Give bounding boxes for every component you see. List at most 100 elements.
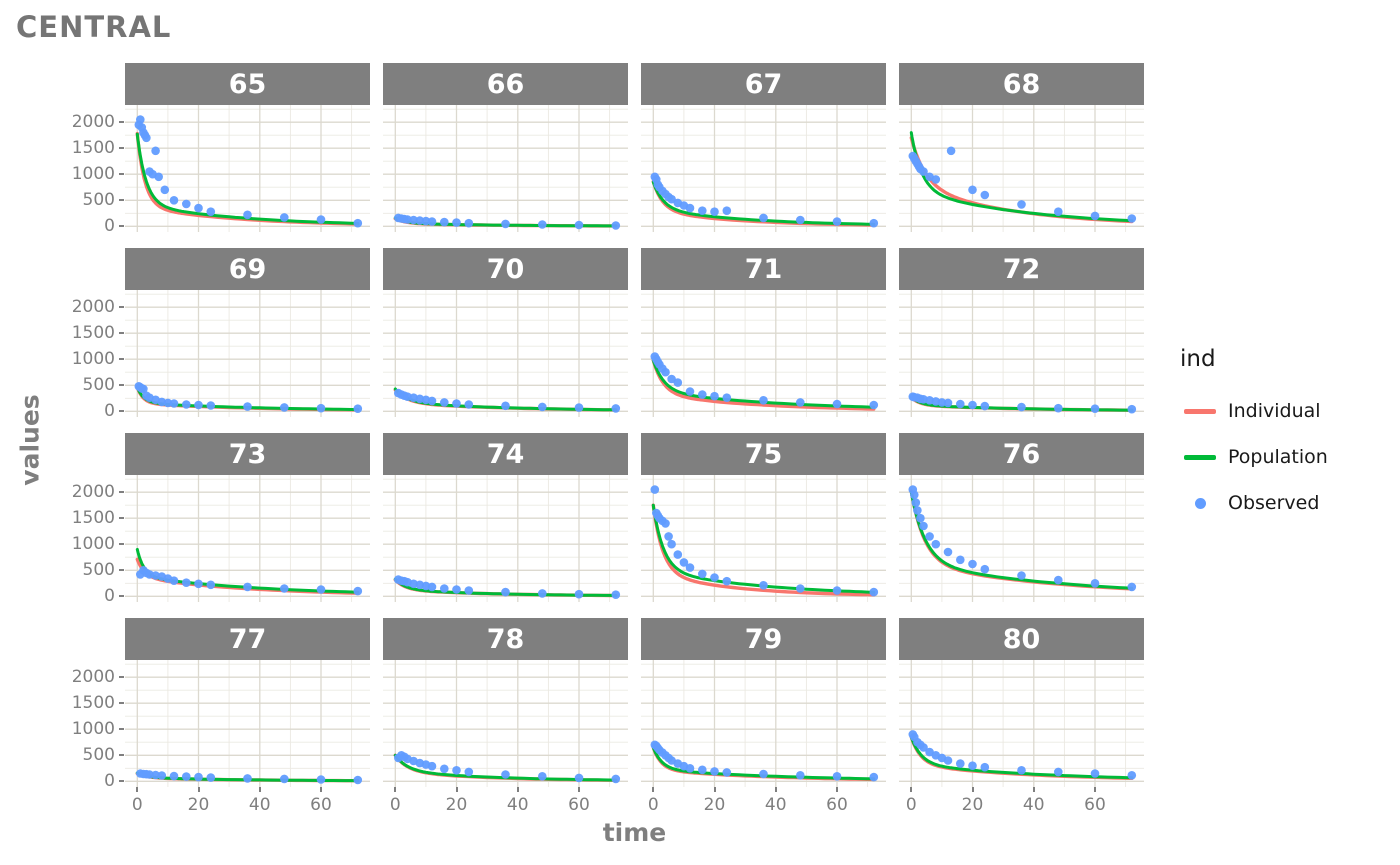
facet-strip-label: 71 bbox=[744, 253, 783, 285]
y-tick-label: 2000 bbox=[71, 112, 115, 133]
y-tick-label: 500 bbox=[82, 190, 115, 211]
facet: 75 bbox=[641, 433, 886, 602]
x-tick-mark bbox=[836, 787, 838, 792]
y-tick-mark bbox=[119, 225, 124, 228]
facet-plot bbox=[383, 475, 628, 602]
individual-line-swatch bbox=[1184, 408, 1216, 414]
x-tick-mark bbox=[197, 787, 200, 792]
legend-title: ind bbox=[1180, 346, 1216, 372]
x-axis-title: time bbox=[602, 818, 667, 847]
x-tick-mark bbox=[910, 787, 913, 792]
facet: 71 bbox=[641, 248, 886, 417]
facet-strip: 69 bbox=[125, 248, 370, 290]
facet: 77 bbox=[125, 618, 370, 787]
facet-strip: 80 bbox=[899, 618, 1144, 660]
y-tick-mark bbox=[119, 754, 124, 757]
y-tick-label: 2000 bbox=[71, 667, 115, 688]
facet-strip-label: 73 bbox=[228, 438, 267, 470]
facet: 70 bbox=[383, 248, 628, 417]
facet-plot bbox=[125, 475, 370, 602]
observed-point-swatch bbox=[1194, 497, 1206, 509]
y-tick-mark bbox=[119, 147, 124, 150]
y-tick-label: 500 bbox=[82, 745, 115, 766]
facet-plot bbox=[383, 660, 628, 787]
facet: 80 bbox=[899, 618, 1144, 787]
y-tick-mark bbox=[119, 728, 124, 731]
y-tick-mark bbox=[119, 543, 124, 546]
facet-strip: 73 bbox=[125, 433, 370, 475]
x-tick-label: 0 bbox=[647, 795, 659, 815]
facet-plot bbox=[383, 105, 628, 232]
legend-key bbox=[1180, 454, 1220, 460]
x-tick-label: 40 bbox=[248, 795, 271, 815]
x-tick-label: 40 bbox=[764, 795, 787, 815]
y-tick-mark bbox=[119, 358, 124, 361]
x-tick-label: 60 bbox=[568, 795, 590, 815]
facet-plot bbox=[641, 105, 886, 232]
y-tick-mark bbox=[119, 491, 124, 494]
facet-plot bbox=[899, 105, 1144, 232]
y-tick-mark bbox=[119, 702, 124, 705]
facet-plot bbox=[641, 290, 886, 417]
x-tick-mark bbox=[971, 787, 974, 792]
facet: 76 bbox=[899, 433, 1144, 602]
y-axis-title: values bbox=[15, 394, 45, 486]
facet-plot bbox=[641, 660, 886, 787]
x-tick-label: 0 bbox=[905, 795, 917, 815]
facet-strip-label: 69 bbox=[228, 253, 267, 285]
y-tick-label: 1500 bbox=[71, 138, 115, 159]
y-tick-label: 1500 bbox=[71, 508, 115, 529]
x-tick-mark bbox=[394, 787, 397, 792]
x-tick-label: 0 bbox=[389, 795, 401, 815]
facet: 69 bbox=[125, 248, 370, 417]
facet: 67 bbox=[641, 63, 886, 232]
legend-key bbox=[1180, 497, 1220, 509]
chart-title: CENTRAL bbox=[16, 10, 172, 44]
x-tick-label: 20 bbox=[445, 795, 468, 815]
legend-key bbox=[1180, 408, 1220, 414]
facet-strip-label: 70 bbox=[486, 253, 525, 285]
legend-entry-observed: Observed bbox=[1180, 488, 1395, 518]
facet-strip-label: 79 bbox=[744, 623, 783, 655]
facet-strip-label: 75 bbox=[744, 438, 783, 470]
population-line-swatch bbox=[1184, 454, 1216, 460]
facet-plot bbox=[641, 475, 886, 602]
x-tick-mark bbox=[1094, 787, 1096, 792]
facet: 78 bbox=[383, 618, 628, 787]
facet-strip-label: 80 bbox=[1002, 623, 1041, 655]
y-tick-label: 1500 bbox=[71, 693, 115, 714]
facet-plot bbox=[899, 290, 1144, 417]
x-tick-mark bbox=[652, 787, 655, 792]
y-tick-mark bbox=[119, 780, 124, 783]
y-tick-mark bbox=[119, 121, 124, 124]
y-tick-mark bbox=[119, 384, 124, 387]
x-tick-mark bbox=[320, 787, 322, 792]
facet-plot bbox=[899, 660, 1144, 787]
facet: 74 bbox=[383, 433, 628, 602]
facet-strip-label: 65 bbox=[228, 68, 267, 100]
y-tick-mark bbox=[119, 595, 124, 598]
legend-entry-label: Individual bbox=[1228, 400, 1321, 422]
facet: 66 bbox=[383, 63, 628, 232]
legend: ind Individual Population Observed bbox=[1180, 346, 1395, 534]
facet-strip: 76 bbox=[899, 433, 1144, 475]
y-tick-mark bbox=[119, 517, 124, 520]
facet-strip: 77 bbox=[125, 618, 370, 660]
facet-strip-label: 78 bbox=[486, 623, 525, 655]
facet-strip-label: 68 bbox=[1002, 68, 1041, 100]
facet-strip: 74 bbox=[383, 433, 628, 475]
y-tick-mark bbox=[119, 173, 124, 176]
legend-entry-population: Population bbox=[1180, 442, 1395, 472]
y-tick-label: 500 bbox=[82, 560, 115, 581]
y-tick-label: 0 bbox=[104, 401, 115, 422]
y-tick-label: 500 bbox=[82, 375, 115, 396]
facet-strip: 79 bbox=[641, 618, 886, 660]
y-tick-label: 1000 bbox=[71, 164, 115, 185]
y-tick-mark bbox=[119, 410, 124, 413]
facet: 72 bbox=[899, 248, 1144, 417]
facet-plot bbox=[899, 475, 1144, 602]
facet-plot bbox=[125, 660, 370, 787]
y-tick-label: 2000 bbox=[71, 482, 115, 503]
facet-strip: 78 bbox=[383, 618, 628, 660]
